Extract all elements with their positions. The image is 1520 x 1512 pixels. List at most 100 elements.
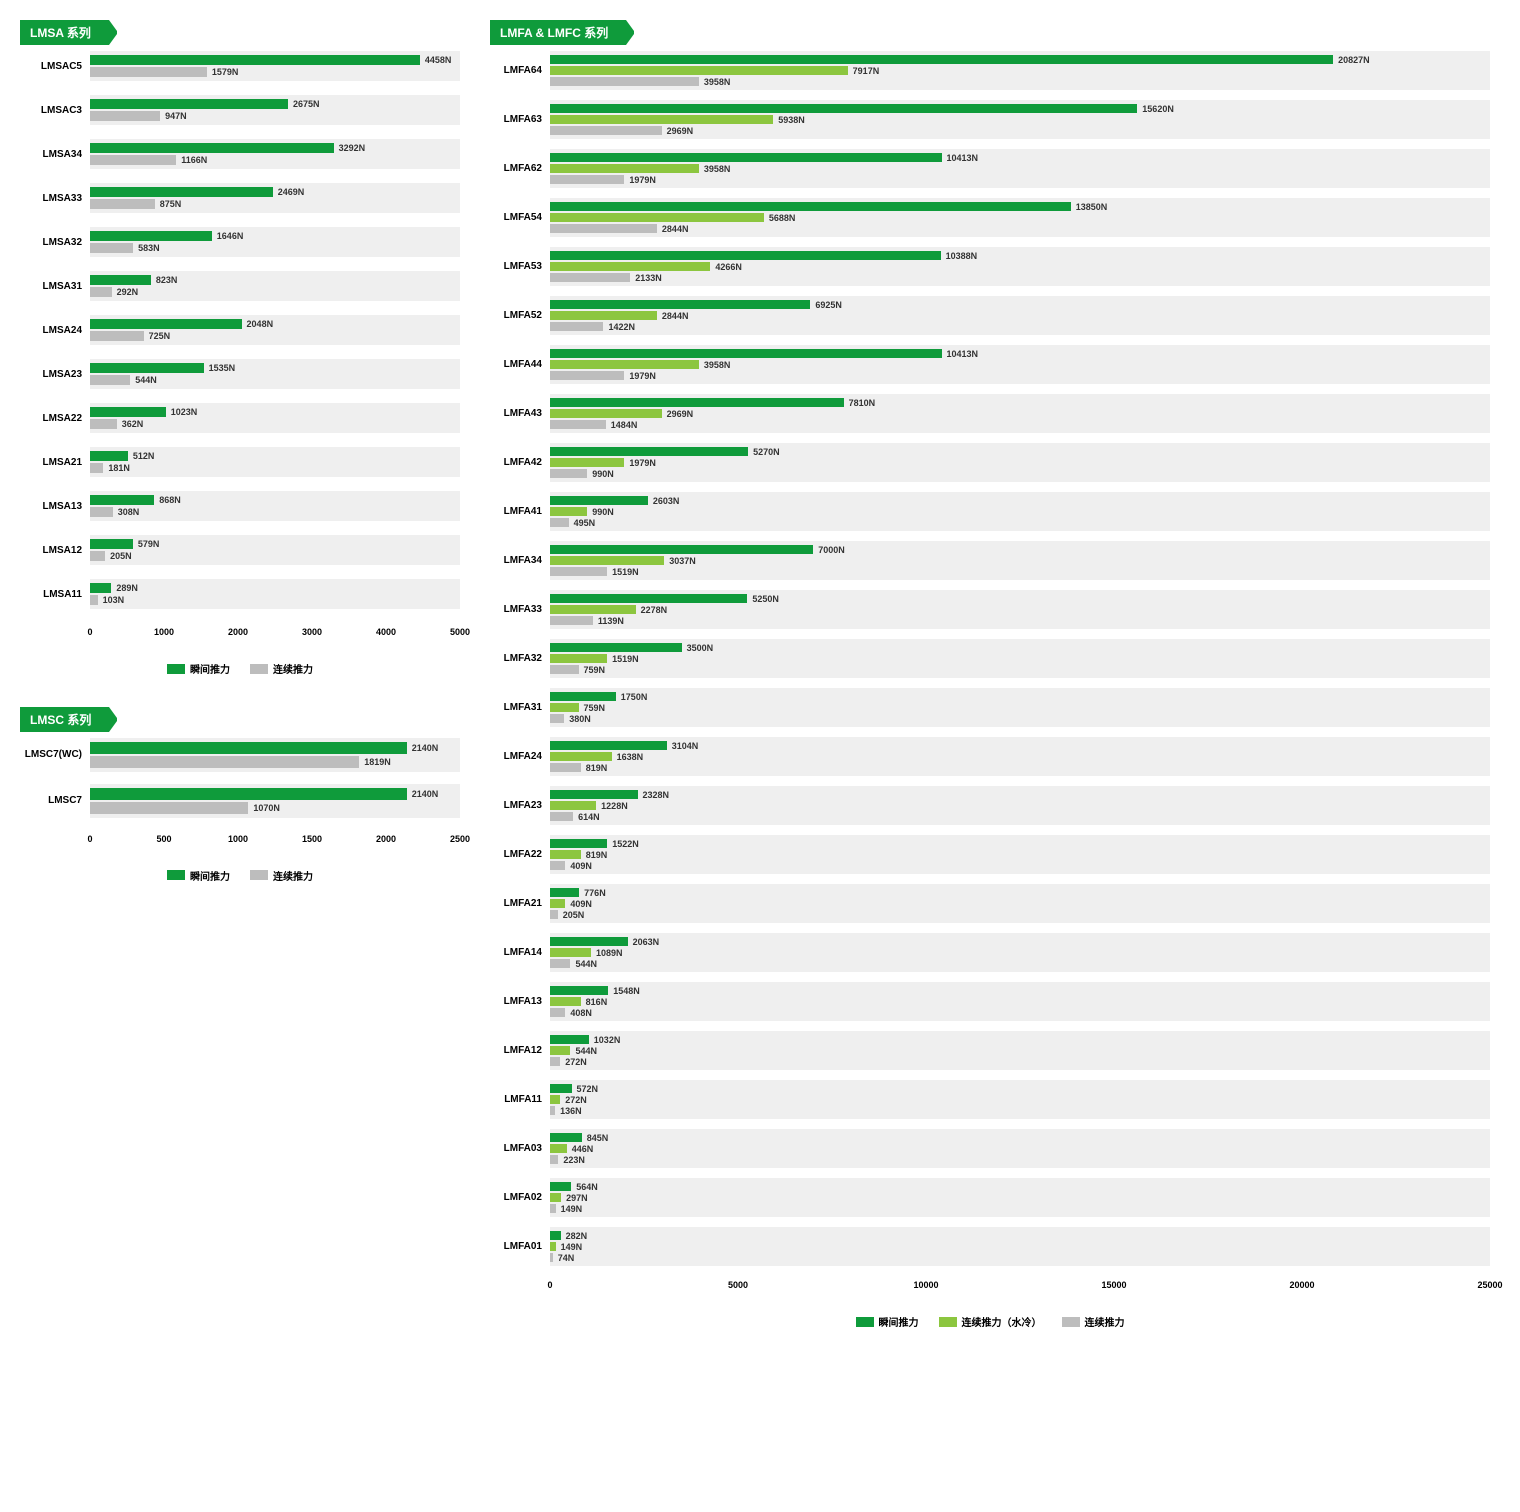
chart-row: LMFA335250N2278N1139N: [490, 590, 1490, 629]
bar-wrap: 2844N: [550, 224, 1490, 233]
bar-wrap: 1979N: [550, 371, 1490, 380]
bar-peak: [550, 55, 1333, 64]
bar-value-label: 2048N: [247, 319, 274, 329]
row-label: LMSA12: [20, 535, 90, 565]
bar-cont_water: [550, 409, 662, 418]
chart-row: LMSAC54458N1579N: [20, 51, 460, 81]
row-bars: 868N308N: [90, 491, 460, 521]
bar-wrap: 5938N: [550, 115, 1490, 124]
bar-value-label: 205N: [110, 551, 132, 561]
chart-area: LMFA6420827N7917N3958NLMFA6315620N5938N2…: [490, 51, 1490, 1266]
bar-peak: [90, 583, 111, 593]
bar-value-label: 10413N: [947, 153, 979, 163]
bar-peak: [550, 1231, 561, 1240]
row-label: LMFA13: [490, 982, 550, 1021]
bar-cont: [550, 371, 624, 380]
bar-cont: [550, 567, 607, 576]
bar-value-label: 282N: [566, 1231, 588, 1241]
bar-value-label: 289N: [116, 583, 138, 593]
chart-row: LMSA242048N725N: [20, 315, 460, 345]
chart-row: LMFA221522N819N409N: [490, 835, 1490, 874]
bar-wrap: 512N: [90, 451, 460, 461]
chart-row: LMSA343292N1166N: [20, 139, 460, 169]
bar-value-label: 149N: [561, 1204, 583, 1214]
bar-wrap: 2844N: [550, 311, 1490, 320]
bar-cont_water: [550, 1144, 567, 1153]
x-axis: 010002000300040005000: [90, 623, 460, 641]
bar-value-label: 297N: [566, 1193, 588, 1203]
bar-wrap: 13850N: [550, 202, 1490, 211]
row-label: LMFA34: [490, 541, 550, 580]
bar-value-label: 845N: [587, 1133, 609, 1143]
bar-wrap: 583N: [90, 243, 460, 253]
bar-peak: [550, 104, 1137, 113]
bar-wrap: 2133N: [550, 273, 1490, 282]
chart-row: LMSA12579N 205N: [20, 535, 460, 565]
bar-peak: [550, 1182, 571, 1191]
bar-wrap: 1484N: [550, 420, 1490, 429]
bar-peak: [90, 495, 154, 505]
bar-value-label: 875N: [160, 199, 182, 209]
bar-wrap: 1089N: [550, 948, 1490, 957]
bar-wrap: 205N: [550, 910, 1490, 919]
bar-value-label: 4458N: [425, 55, 452, 65]
chart-row: LMFA142063N1089N544N: [490, 933, 1490, 972]
bar-wrap: 2063N: [550, 937, 1490, 946]
bar-cont: [90, 551, 105, 561]
bar-value-label: 20827N: [1338, 55, 1370, 65]
bar-value-label: 10413N: [947, 349, 979, 359]
chart-row: LMFA347000N3037N1519N: [490, 541, 1490, 580]
bar-wrap: 579N: [90, 539, 460, 549]
legend-item-peak: 瞬间推力: [856, 1314, 919, 1329]
bar-value-label: 3958N: [704, 164, 731, 174]
bar-wrap: 816N: [550, 997, 1490, 1006]
bar-wrap: 10413N: [550, 349, 1490, 358]
row-bars: 564N297N149N: [550, 1178, 1490, 1217]
chart-row: LMFA437810N2969N1484N: [490, 394, 1490, 433]
bar-cont_water: [550, 556, 664, 565]
bar-value-label: 2140N: [412, 789, 439, 799]
axis-tick: 500: [156, 834, 171, 844]
chart-title: LMFA & LMFC 系列: [490, 20, 626, 45]
bar-value-label: 205N: [563, 910, 585, 920]
bar-cont: [90, 331, 144, 341]
bar-value-label: 3104N: [672, 741, 699, 751]
bar-value-label: 1484N: [611, 420, 638, 430]
axis-tick: 5000: [728, 1280, 748, 1290]
row-label: LMFA32: [490, 639, 550, 678]
legend-swatch: [856, 1317, 874, 1327]
bar-wrap: 1166N: [90, 155, 460, 165]
bar-wrap: 544N: [90, 375, 460, 385]
bar-wrap: 544N: [550, 959, 1490, 968]
bar-value-label: 819N: [586, 763, 608, 773]
row-label: LMSA33: [20, 183, 90, 213]
bar-wrap: 4458N: [90, 55, 460, 65]
bar-wrap: 544N: [550, 1046, 1490, 1055]
bar-value-label: 947N: [165, 111, 187, 121]
bar-value-label: 380N: [569, 714, 591, 724]
bar-cont: [90, 287, 112, 297]
bar-wrap: 1750N: [550, 692, 1490, 701]
chart-row: LMSC72140N1070N: [20, 784, 460, 818]
row-label: LMSA32: [20, 227, 90, 257]
legend-swatch: [250, 870, 268, 880]
chart-area: LMSC7(WC)2140N1819NLMSC72140N1070N: [20, 738, 460, 818]
bar-wrap: 380N: [550, 714, 1490, 723]
bar-value-label: 1070N: [253, 803, 280, 813]
row-label: LMFA02: [490, 1178, 550, 1217]
bar-wrap: 308N: [90, 507, 460, 517]
bar-wrap: 408N: [550, 1008, 1490, 1017]
row-bars: 2140N 1070N: [90, 784, 460, 818]
bar-wrap: 1535N: [90, 363, 460, 373]
bar-cont: [550, 273, 630, 282]
bar-value-label: 272N: [565, 1057, 587, 1067]
bar-cont_water: [550, 654, 607, 663]
bar-peak: [90, 55, 420, 65]
bar-value-label: 725N: [149, 331, 171, 341]
bar-wrap: 7000N: [550, 545, 1490, 554]
bar-value-label: 990N: [592, 507, 614, 517]
right-column: LMFA & LMFC 系列 LMFA6420827N7917N3958NLMFA…: [490, 20, 1490, 1360]
bar-cont_water: [550, 1046, 570, 1055]
bar-wrap: 1139N: [550, 616, 1490, 625]
chart-title: LMSA 系列: [20, 20, 109, 45]
